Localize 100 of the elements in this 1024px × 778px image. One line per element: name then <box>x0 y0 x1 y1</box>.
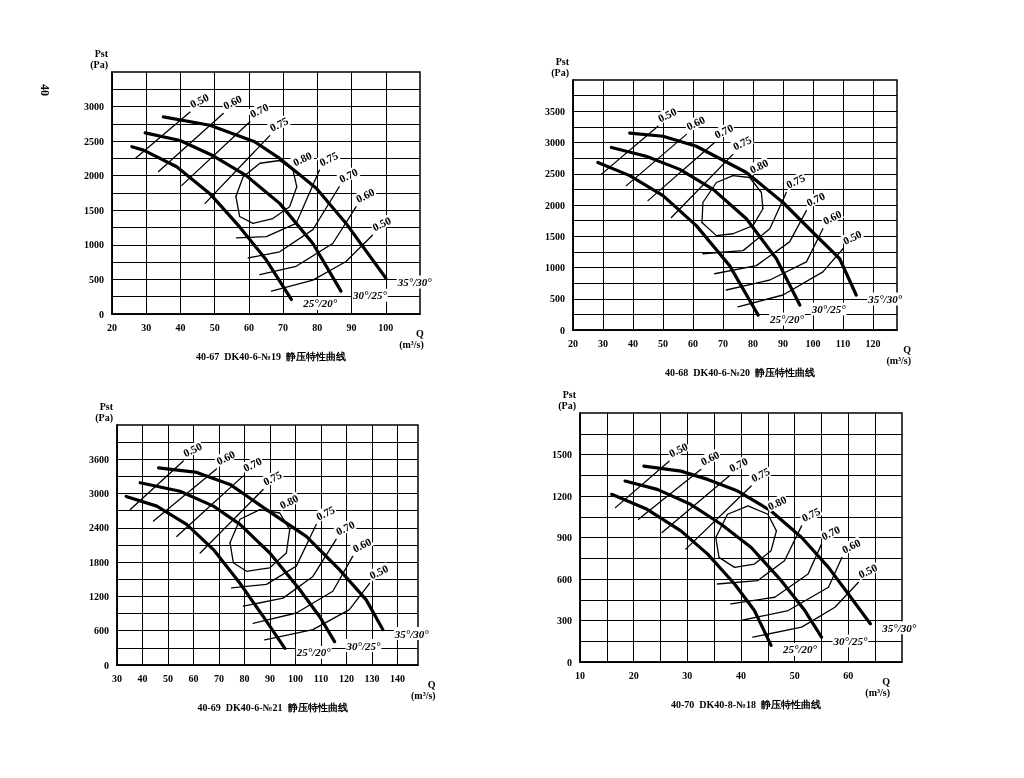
x-tick-label: 20 <box>628 669 639 681</box>
annotation: 0.60 <box>353 185 377 205</box>
x-tick-label: 60 <box>188 672 199 684</box>
x-tick-label: 100 <box>805 337 821 349</box>
annotation: 0.60 <box>820 207 844 227</box>
x-tick-label: 80 <box>312 321 323 333</box>
x-axis-title: Q (m³/s) <box>399 328 425 351</box>
y-tick-label: 500 <box>89 273 104 285</box>
x-tick-label: 40 <box>137 672 148 684</box>
annotation: 0.70 <box>241 454 265 474</box>
x-tick-label: 40 <box>175 321 186 333</box>
x-tick-label: 30 <box>598 337 608 349</box>
annotation: 0.50 <box>367 561 391 582</box>
annotation: 0.80 <box>765 492 789 513</box>
x-tick-label: 100 <box>288 672 304 684</box>
x-tick-label: 20 <box>107 321 117 333</box>
y-tick-label: 1500 <box>545 230 565 242</box>
y-tick-label: 2500 <box>84 135 104 147</box>
annotation: 0.60 <box>214 447 238 468</box>
y-tick-label: 3600 <box>89 453 109 465</box>
x-tick-label: 70 <box>278 321 289 333</box>
x-tick-label: 140 <box>390 672 406 684</box>
annotation: 0.50 <box>655 104 679 125</box>
x-tick-label: 50 <box>658 337 668 349</box>
annotation: 0.60 <box>839 536 863 556</box>
series-label: 30°/25° <box>351 289 388 302</box>
x-tick-label: 40 <box>736 669 746 681</box>
x-tick-label: 10 <box>575 669 585 681</box>
annotation: 0.75 <box>799 504 823 524</box>
x-axis-title: Q (m³/s) <box>410 679 436 702</box>
annotation: 0.75 <box>317 148 341 169</box>
x-tick-label: 60 <box>243 321 254 333</box>
annotation: 0.75 <box>784 171 808 191</box>
annotation: 0.50 <box>666 439 690 460</box>
y-tick-label: 300 <box>557 615 572 626</box>
annotation: 0.70 <box>337 165 361 185</box>
y-tick-label: 900 <box>557 532 572 543</box>
y-tick-label: 2500 <box>545 168 565 180</box>
series-label: 25°/20° <box>769 313 805 325</box>
annotation: 0.50 <box>840 227 864 247</box>
x-tick-label: 70 <box>718 337 728 349</box>
text: 40-69 DK40-6-№21 静压特性曲线 <box>197 701 348 713</box>
y-tick-label: 1800 <box>89 556 109 568</box>
y-tick-label: 600 <box>557 573 572 585</box>
y-axis-title: Pst (Pa) <box>95 401 114 424</box>
y-axis-title: Pst (Pa) <box>90 48 109 71</box>
y-tick-label: 2000 <box>84 170 104 182</box>
series-label: 35°/30° <box>393 627 430 640</box>
y-axis-title: Pst (Pa) <box>558 389 577 412</box>
x-tick-label: 60 <box>843 669 854 681</box>
annotation: 0.70 <box>819 522 843 543</box>
annotation: 0.80 <box>747 156 771 176</box>
series-label: 25°/20° <box>295 646 332 659</box>
text: 40-67 DK40-6-№19 静压特性曲线 <box>195 350 347 362</box>
y-tick-label: 0 <box>560 324 565 336</box>
y-tick-label: 2000 <box>545 199 565 211</box>
y-tick-label: 1000 <box>545 262 565 273</box>
y-tick-label: 1500 <box>84 204 104 216</box>
x-tick-label: 110 <box>835 337 851 349</box>
annotation: 0.50 <box>181 439 205 460</box>
x-tick-label: 50 <box>163 672 174 684</box>
series-label: 35°/30° <box>396 276 433 289</box>
annotation: 0.50 <box>187 90 211 111</box>
annotation: 0.80 <box>277 491 301 512</box>
x-axis-title: Q (m³/s) <box>865 676 891 699</box>
x-tick-label: 90 <box>265 672 276 684</box>
y-axis-title: Pst (Pa) <box>551 56 570 79</box>
x-tick-label: 30 <box>141 321 152 333</box>
x-tick-label: 120 <box>865 337 881 349</box>
annotation: 0.80 <box>290 148 314 169</box>
x-tick-label: 20 <box>568 337 578 349</box>
annotation: 0.75 <box>314 503 338 523</box>
x-tick-label: 70 <box>214 672 225 684</box>
x-tick-label: 60 <box>688 337 698 349</box>
annotation: 0.50 <box>856 560 880 581</box>
y-tick-label: 1500 <box>552 449 572 460</box>
annotation: 0.60 <box>684 113 708 133</box>
x-tick-label: 120 <box>339 672 355 684</box>
text: 40-68 DK40-6-№20 静压特性曲线 <box>664 366 816 378</box>
x-tick-label: 100 <box>378 321 394 333</box>
x-tick-label: 80 <box>748 337 758 349</box>
annotation: 0.60 <box>698 448 722 468</box>
x-tick-label: 90 <box>346 321 357 333</box>
text: 40-70 DK40-8-№18 静压特性曲线 <box>670 698 822 710</box>
annotation: 0.70 <box>247 100 271 120</box>
y-tick-label: 1200 <box>552 490 572 502</box>
x-tick-label: 50 <box>789 669 800 681</box>
x-tick-label: 130 <box>364 672 380 684</box>
series-label: 35°/30° <box>881 621 917 634</box>
y-tick-label: 3500 <box>545 105 565 117</box>
y-tick-label: 3000 <box>545 137 565 148</box>
annotation: 0.50 <box>370 213 394 234</box>
y-tick-label: 1000 <box>84 239 104 251</box>
series-label: 25°/20° <box>782 643 818 656</box>
annotation: 0.70 <box>727 454 751 475</box>
annotation: 0.60 <box>221 92 245 112</box>
x-axis-title: Q (m³/s) <box>886 344 912 367</box>
annotation: 0.60 <box>350 535 374 555</box>
annotation: 0.70 <box>804 189 828 209</box>
y-tick-label: 2400 <box>89 522 109 534</box>
